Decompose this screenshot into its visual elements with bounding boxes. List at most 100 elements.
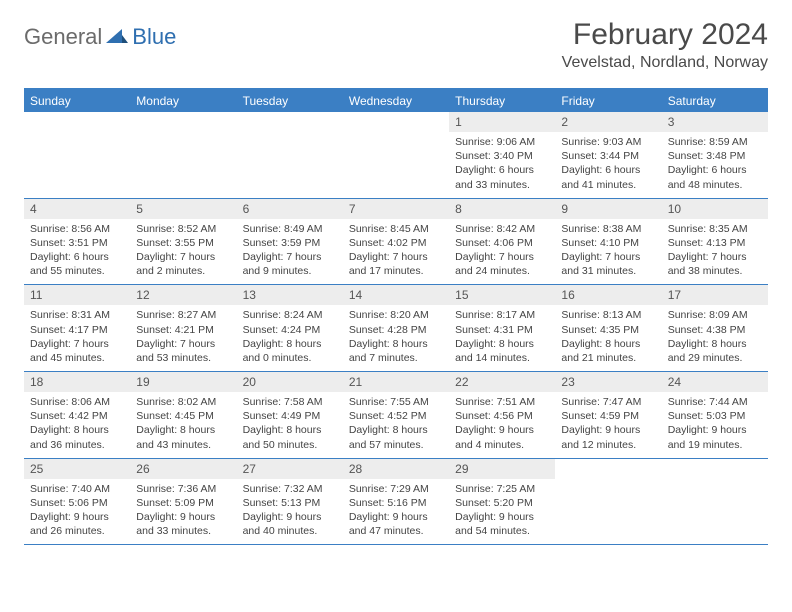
calendar-day-empty xyxy=(237,112,343,198)
calendar-day: 26Sunrise: 7:36 AMSunset: 5:09 PMDayligh… xyxy=(130,459,236,545)
calendar-day: 24Sunrise: 7:44 AMSunset: 5:03 PMDayligh… xyxy=(662,372,768,458)
calendar-day: 22Sunrise: 7:51 AMSunset: 4:56 PMDayligh… xyxy=(449,372,555,458)
day-number: 8 xyxy=(449,199,555,219)
calendar-day-empty xyxy=(130,112,236,198)
calendar-day: 2Sunrise: 9:03 AMSunset: 3:44 PMDaylight… xyxy=(555,112,661,198)
calendar-day-empty xyxy=(24,112,130,198)
day-number: 28 xyxy=(343,459,449,479)
day-details: Sunrise: 8:38 AMSunset: 4:10 PMDaylight:… xyxy=(555,219,661,285)
weekday-header: Thursday xyxy=(449,90,555,112)
calendar-day: 9Sunrise: 8:38 AMSunset: 4:10 PMDaylight… xyxy=(555,199,661,285)
calendar-day-empty xyxy=(555,459,661,545)
day-details: Sunrise: 7:25 AMSunset: 5:20 PMDaylight:… xyxy=(449,479,555,545)
day-details: Sunrise: 8:27 AMSunset: 4:21 PMDaylight:… xyxy=(130,305,236,371)
day-details: Sunrise: 7:51 AMSunset: 4:56 PMDaylight:… xyxy=(449,392,555,458)
calendar-week: 18Sunrise: 8:06 AMSunset: 4:42 PMDayligh… xyxy=(24,372,768,459)
calendar-week: 1Sunrise: 9:06 AMSunset: 3:40 PMDaylight… xyxy=(24,112,768,199)
calendar-week: 11Sunrise: 8:31 AMSunset: 4:17 PMDayligh… xyxy=(24,285,768,372)
calendar-day: 29Sunrise: 7:25 AMSunset: 5:20 PMDayligh… xyxy=(449,459,555,545)
day-details: Sunrise: 7:55 AMSunset: 4:52 PMDaylight:… xyxy=(343,392,449,458)
day-number: 29 xyxy=(449,459,555,479)
weekday-header: Sunday xyxy=(24,90,130,112)
calendar-day: 21Sunrise: 7:55 AMSunset: 4:52 PMDayligh… xyxy=(343,372,449,458)
day-number: 18 xyxy=(24,372,130,392)
calendar-week: 25Sunrise: 7:40 AMSunset: 5:06 PMDayligh… xyxy=(24,459,768,546)
day-details: Sunrise: 9:03 AMSunset: 3:44 PMDaylight:… xyxy=(555,132,661,198)
calendar-day: 12Sunrise: 8:27 AMSunset: 4:21 PMDayligh… xyxy=(130,285,236,371)
day-number: 27 xyxy=(237,459,343,479)
day-number: 25 xyxy=(24,459,130,479)
weekday-header: Friday xyxy=(555,90,661,112)
day-details: Sunrise: 8:06 AMSunset: 4:42 PMDaylight:… xyxy=(24,392,130,458)
calendar-day-empty xyxy=(343,112,449,198)
weekday-header-row: SundayMondayTuesdayWednesdayThursdayFrid… xyxy=(24,90,768,112)
day-number: 26 xyxy=(130,459,236,479)
calendar-day: 17Sunrise: 8:09 AMSunset: 4:38 PMDayligh… xyxy=(662,285,768,371)
calendar-day: 6Sunrise: 8:49 AMSunset: 3:59 PMDaylight… xyxy=(237,199,343,285)
day-number: 2 xyxy=(555,112,661,132)
day-number: 22 xyxy=(449,372,555,392)
day-number: 21 xyxy=(343,372,449,392)
day-details: Sunrise: 8:17 AMSunset: 4:31 PMDaylight:… xyxy=(449,305,555,371)
day-details: Sunrise: 8:31 AMSunset: 4:17 PMDaylight:… xyxy=(24,305,130,371)
calendar-day: 4Sunrise: 8:56 AMSunset: 3:51 PMDaylight… xyxy=(24,199,130,285)
calendar-day: 1Sunrise: 9:06 AMSunset: 3:40 PMDaylight… xyxy=(449,112,555,198)
day-number: 24 xyxy=(662,372,768,392)
calendar-day: 10Sunrise: 8:35 AMSunset: 4:13 PMDayligh… xyxy=(662,199,768,285)
day-details: Sunrise: 8:13 AMSunset: 4:35 PMDaylight:… xyxy=(555,305,661,371)
day-details: Sunrise: 7:40 AMSunset: 5:06 PMDaylight:… xyxy=(24,479,130,545)
day-number: 15 xyxy=(449,285,555,305)
day-details: Sunrise: 8:45 AMSunset: 4:02 PMDaylight:… xyxy=(343,219,449,285)
calendar-day: 11Sunrise: 8:31 AMSunset: 4:17 PMDayligh… xyxy=(24,285,130,371)
calendar-day: 15Sunrise: 8:17 AMSunset: 4:31 PMDayligh… xyxy=(449,285,555,371)
day-details: Sunrise: 8:49 AMSunset: 3:59 PMDaylight:… xyxy=(237,219,343,285)
location-text: Vevelstad, Nordland, Norway xyxy=(562,54,768,72)
day-details: Sunrise: 8:42 AMSunset: 4:06 PMDaylight:… xyxy=(449,219,555,285)
day-number: 19 xyxy=(130,372,236,392)
day-details: Sunrise: 9:06 AMSunset: 3:40 PMDaylight:… xyxy=(449,132,555,198)
day-number: 9 xyxy=(555,199,661,219)
day-number: 17 xyxy=(662,285,768,305)
calendar-day: 25Sunrise: 7:40 AMSunset: 5:06 PMDayligh… xyxy=(24,459,130,545)
day-details: Sunrise: 8:09 AMSunset: 4:38 PMDaylight:… xyxy=(662,305,768,371)
day-details: Sunrise: 7:32 AMSunset: 5:13 PMDaylight:… xyxy=(237,479,343,545)
day-details: Sunrise: 7:58 AMSunset: 4:49 PMDaylight:… xyxy=(237,392,343,458)
day-number: 23 xyxy=(555,372,661,392)
day-number: 20 xyxy=(237,372,343,392)
weekday-header: Monday xyxy=(130,90,236,112)
month-title: February 2024 xyxy=(562,18,768,52)
brand-triangle-icon xyxy=(106,27,128,48)
calendar-day: 14Sunrise: 8:20 AMSunset: 4:28 PMDayligh… xyxy=(343,285,449,371)
calendar-day: 16Sunrise: 8:13 AMSunset: 4:35 PMDayligh… xyxy=(555,285,661,371)
calendar-day-empty xyxy=(662,459,768,545)
calendar-day: 28Sunrise: 7:29 AMSunset: 5:16 PMDayligh… xyxy=(343,459,449,545)
day-number: 12 xyxy=(130,285,236,305)
calendar-day: 18Sunrise: 8:06 AMSunset: 4:42 PMDayligh… xyxy=(24,372,130,458)
day-number: 14 xyxy=(343,285,449,305)
weekday-header: Wednesday xyxy=(343,90,449,112)
calendar: SundayMondayTuesdayWednesdayThursdayFrid… xyxy=(24,88,768,545)
brand-part2: Blue xyxy=(132,24,176,50)
day-details: Sunrise: 8:52 AMSunset: 3:55 PMDaylight:… xyxy=(130,219,236,285)
calendar-day: 8Sunrise: 8:42 AMSunset: 4:06 PMDaylight… xyxy=(449,199,555,285)
weekday-header: Tuesday xyxy=(237,90,343,112)
day-number: 11 xyxy=(24,285,130,305)
day-number: 7 xyxy=(343,199,449,219)
day-number: 1 xyxy=(449,112,555,132)
calendar-day: 5Sunrise: 8:52 AMSunset: 3:55 PMDaylight… xyxy=(130,199,236,285)
day-number: 4 xyxy=(24,199,130,219)
weekday-header: Saturday xyxy=(662,90,768,112)
day-details: Sunrise: 7:47 AMSunset: 4:59 PMDaylight:… xyxy=(555,392,661,458)
calendar-day: 20Sunrise: 7:58 AMSunset: 4:49 PMDayligh… xyxy=(237,372,343,458)
calendar-day: 23Sunrise: 7:47 AMSunset: 4:59 PMDayligh… xyxy=(555,372,661,458)
calendar-day: 27Sunrise: 7:32 AMSunset: 5:13 PMDayligh… xyxy=(237,459,343,545)
day-details: Sunrise: 8:20 AMSunset: 4:28 PMDaylight:… xyxy=(343,305,449,371)
day-number: 3 xyxy=(662,112,768,132)
day-details: Sunrise: 8:56 AMSunset: 3:51 PMDaylight:… xyxy=(24,219,130,285)
day-number: 16 xyxy=(555,285,661,305)
calendar-day: 19Sunrise: 8:02 AMSunset: 4:45 PMDayligh… xyxy=(130,372,236,458)
brand-logo: General Blue xyxy=(24,18,176,50)
day-number: 6 xyxy=(237,199,343,219)
day-number: 10 xyxy=(662,199,768,219)
day-details: Sunrise: 8:59 AMSunset: 3:48 PMDaylight:… xyxy=(662,132,768,198)
